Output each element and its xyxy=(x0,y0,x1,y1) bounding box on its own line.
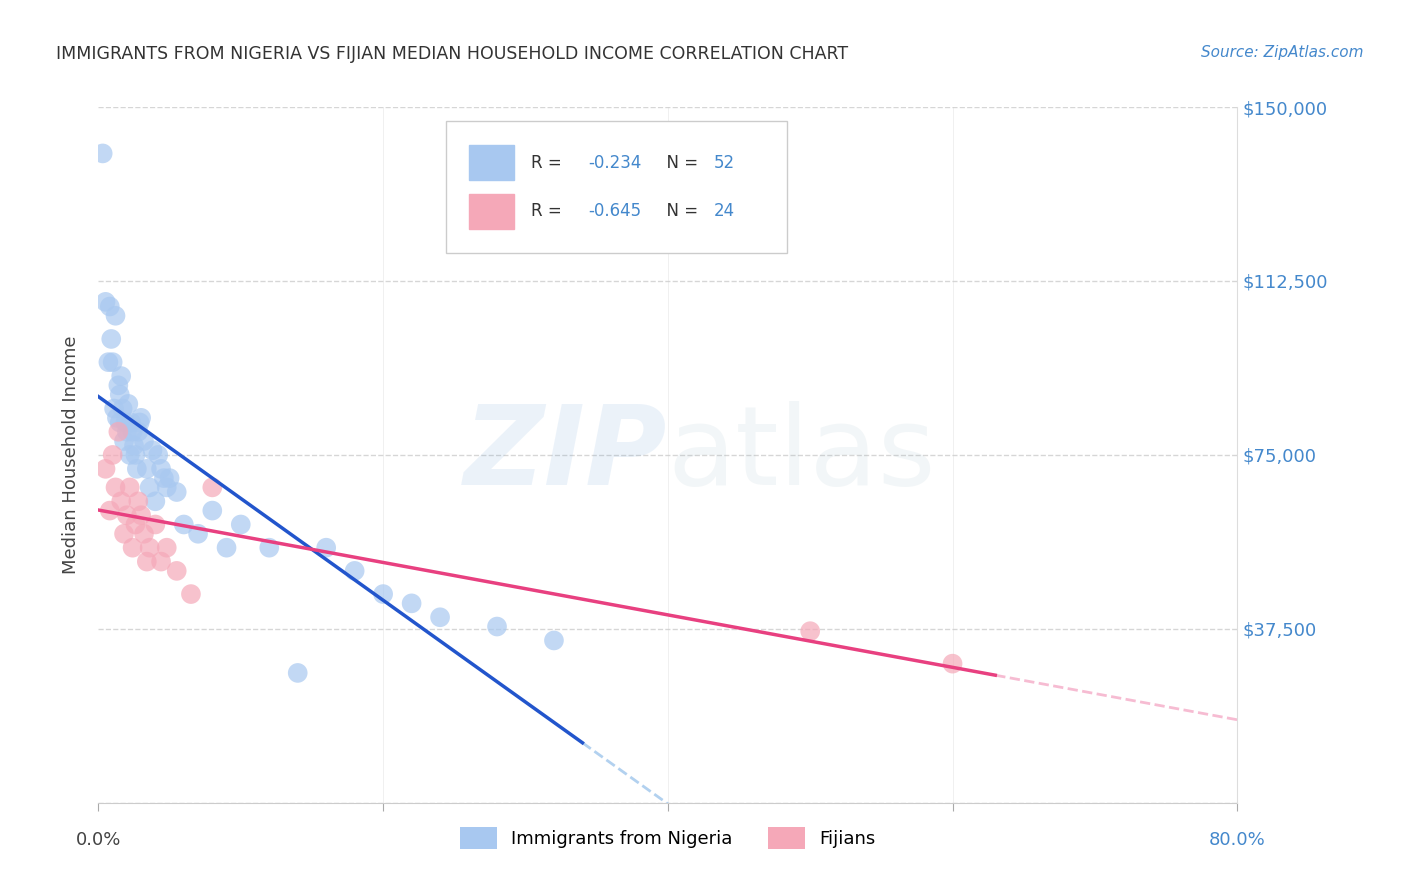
Point xyxy=(132,434,155,448)
Point xyxy=(166,564,188,578)
Point xyxy=(100,332,122,346)
Point xyxy=(110,369,132,384)
Point xyxy=(132,526,155,541)
Point xyxy=(145,494,167,508)
Text: N =: N = xyxy=(657,202,704,220)
Point xyxy=(156,480,179,494)
Point xyxy=(114,416,136,430)
Point xyxy=(135,555,157,569)
Point xyxy=(125,462,148,476)
Point xyxy=(799,624,821,639)
Point xyxy=(159,471,181,485)
Point xyxy=(145,517,167,532)
Point xyxy=(135,462,157,476)
Text: Source: ZipAtlas.com: Source: ZipAtlas.com xyxy=(1201,45,1364,60)
Point xyxy=(129,410,152,425)
Point xyxy=(129,508,152,523)
Point xyxy=(98,300,121,314)
Point xyxy=(103,401,125,416)
Point xyxy=(543,633,565,648)
Point xyxy=(101,448,124,462)
Point xyxy=(173,517,195,532)
Point xyxy=(110,494,132,508)
Point xyxy=(287,665,309,680)
Point xyxy=(942,657,965,671)
Point xyxy=(156,541,179,555)
Legend: Immigrants from Nigeria, Fijians: Immigrants from Nigeria, Fijians xyxy=(453,820,883,856)
Point xyxy=(166,485,188,500)
Point xyxy=(373,587,395,601)
Point xyxy=(127,425,149,439)
Point xyxy=(259,541,281,555)
Point xyxy=(229,517,252,532)
Text: 24: 24 xyxy=(713,202,734,220)
Text: R =: R = xyxy=(531,153,567,171)
Point xyxy=(118,448,141,462)
Point xyxy=(150,462,173,476)
Point xyxy=(112,526,135,541)
Point xyxy=(150,555,173,569)
Point xyxy=(180,587,202,601)
Point xyxy=(127,494,149,508)
Y-axis label: Median Household Income: Median Household Income xyxy=(62,335,80,574)
Point xyxy=(201,480,224,494)
Point xyxy=(124,517,146,532)
Point xyxy=(429,610,451,624)
Point xyxy=(153,471,176,485)
Point xyxy=(101,355,124,369)
Point xyxy=(108,416,131,430)
Point xyxy=(122,439,145,453)
Text: atlas: atlas xyxy=(668,401,936,508)
Bar xyxy=(468,194,515,229)
Point xyxy=(124,448,146,462)
Point xyxy=(118,480,141,494)
Point xyxy=(401,596,423,610)
Point xyxy=(112,434,135,448)
Point xyxy=(343,564,366,578)
Text: -0.234: -0.234 xyxy=(588,153,641,171)
Point xyxy=(148,448,170,462)
Point xyxy=(98,503,121,517)
Text: IMMIGRANTS FROM NIGERIA VS FIJIAN MEDIAN HOUSEHOLD INCOME CORRELATION CHART: IMMIGRANTS FROM NIGERIA VS FIJIAN MEDIAN… xyxy=(56,45,848,62)
Point xyxy=(486,619,509,633)
Point xyxy=(97,355,120,369)
Point xyxy=(108,387,131,401)
Point xyxy=(138,480,160,494)
Text: R =: R = xyxy=(531,202,567,220)
Point xyxy=(215,541,238,555)
Point xyxy=(121,541,143,555)
Point xyxy=(94,462,117,476)
Point xyxy=(141,443,163,458)
Point xyxy=(104,309,127,323)
Text: 80.0%: 80.0% xyxy=(1209,830,1265,848)
Point xyxy=(120,416,142,430)
Point xyxy=(315,541,337,555)
Text: N =: N = xyxy=(657,153,704,171)
Point xyxy=(115,508,138,523)
Point xyxy=(117,397,139,411)
Bar xyxy=(468,145,515,180)
Point xyxy=(107,425,129,439)
FancyBboxPatch shape xyxy=(446,121,787,253)
Point xyxy=(121,425,143,439)
Point xyxy=(111,401,134,416)
Point xyxy=(128,416,150,430)
Point xyxy=(138,541,160,555)
Point xyxy=(105,410,128,425)
Point xyxy=(94,294,117,309)
Point xyxy=(107,378,129,392)
Text: -0.645: -0.645 xyxy=(588,202,641,220)
Point xyxy=(201,503,224,517)
Text: ZIP: ZIP xyxy=(464,401,668,508)
Point xyxy=(91,146,114,161)
Text: 0.0%: 0.0% xyxy=(76,830,121,848)
Point xyxy=(104,480,127,494)
Point xyxy=(187,526,209,541)
Text: 52: 52 xyxy=(713,153,734,171)
Point xyxy=(115,425,138,439)
